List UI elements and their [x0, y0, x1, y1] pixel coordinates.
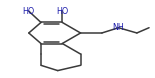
Text: HO: HO [23, 7, 35, 16]
Text: NH: NH [113, 23, 124, 32]
Text: HO: HO [56, 7, 68, 16]
